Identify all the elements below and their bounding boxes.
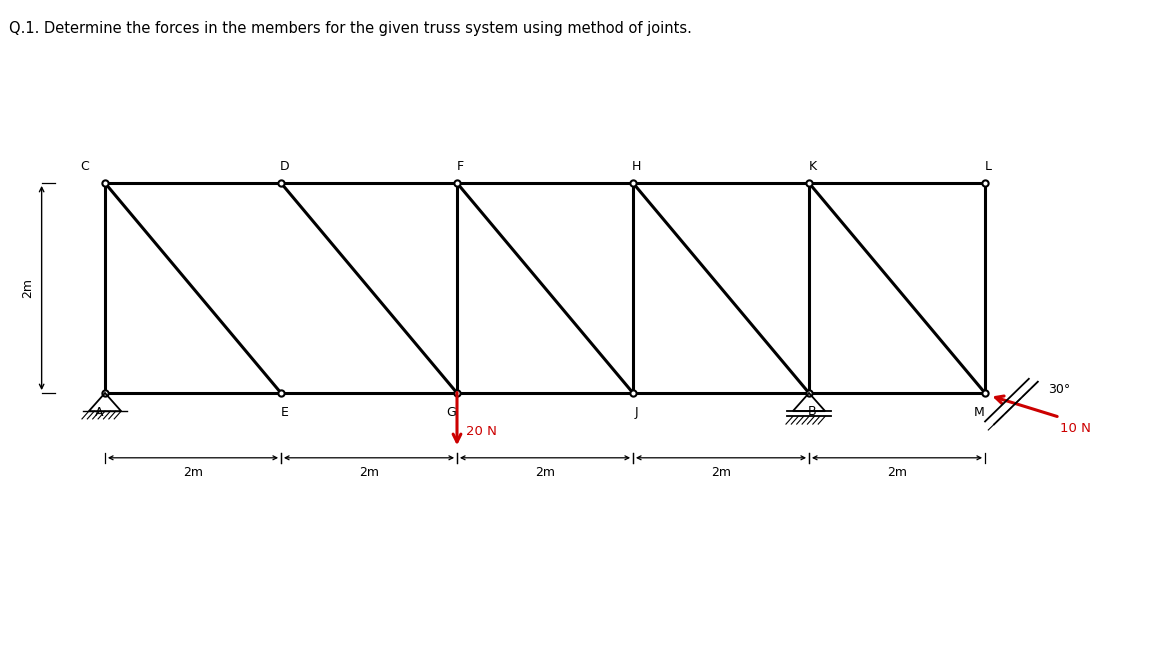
Text: A: A xyxy=(94,406,104,419)
Text: 2m: 2m xyxy=(183,465,203,479)
Text: 20 N: 20 N xyxy=(467,425,498,439)
Text: 2m: 2m xyxy=(22,278,35,298)
Text: 2m: 2m xyxy=(535,465,555,479)
Text: F: F xyxy=(457,160,464,173)
Text: J: J xyxy=(635,406,638,419)
Text: 30°: 30° xyxy=(1048,383,1070,397)
Text: C: C xyxy=(79,160,89,173)
Text: 2m: 2m xyxy=(359,465,379,479)
Text: Q.1. Determine the forces in the members for the given truss system using method: Q.1. Determine the forces in the members… xyxy=(9,21,692,36)
Text: K: K xyxy=(809,160,817,173)
Text: E: E xyxy=(281,406,288,419)
Text: 2m: 2m xyxy=(887,465,907,479)
Text: 2m: 2m xyxy=(711,465,732,479)
Text: B: B xyxy=(809,404,817,418)
Text: L: L xyxy=(985,160,992,173)
Text: D: D xyxy=(280,160,289,173)
Text: M: M xyxy=(973,406,985,419)
Text: 10 N: 10 N xyxy=(1060,422,1091,435)
Text: H: H xyxy=(631,160,642,173)
Text: G: G xyxy=(446,406,456,419)
